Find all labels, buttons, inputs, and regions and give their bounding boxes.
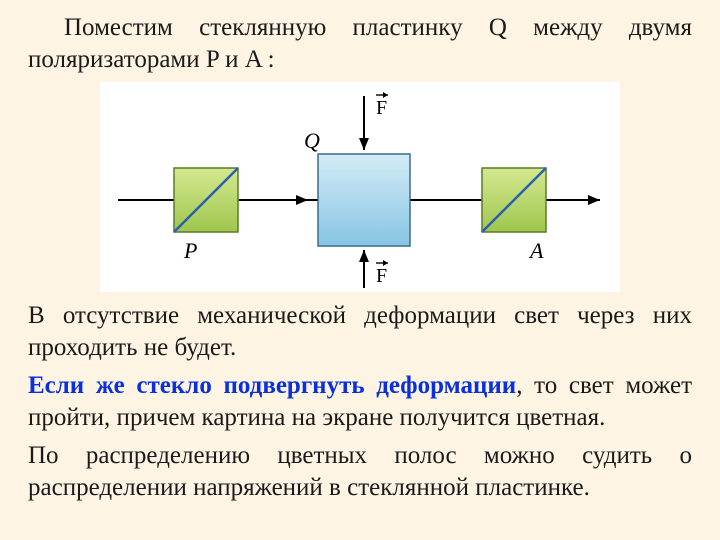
paragraph-conclusion: По распределению цветных полос можно суд… (28, 440, 692, 504)
optics-diagram: P A Q F F (100, 82, 620, 292)
paragraph-no-deform: В отсутствие механической деформации све… (28, 300, 692, 364)
page: Поместим стеклянную пластинку Q между дв… (0, 0, 720, 504)
svg-text:P: P (183, 238, 197, 263)
svg-text:A: A (528, 238, 544, 263)
paragraph-intro: Поместим стеклянную пластинку Q между дв… (28, 12, 692, 76)
paragraph-deform: Если же стекло подвергнуть деформации, т… (28, 370, 692, 434)
svg-text:F: F (376, 265, 387, 287)
svg-text:Q: Q (304, 128, 320, 153)
deform-highlight: Если же стекло подвергнуть деформации (28, 372, 516, 399)
diagram-container: P A Q F F (28, 82, 692, 292)
svg-text:F: F (376, 97, 387, 119)
